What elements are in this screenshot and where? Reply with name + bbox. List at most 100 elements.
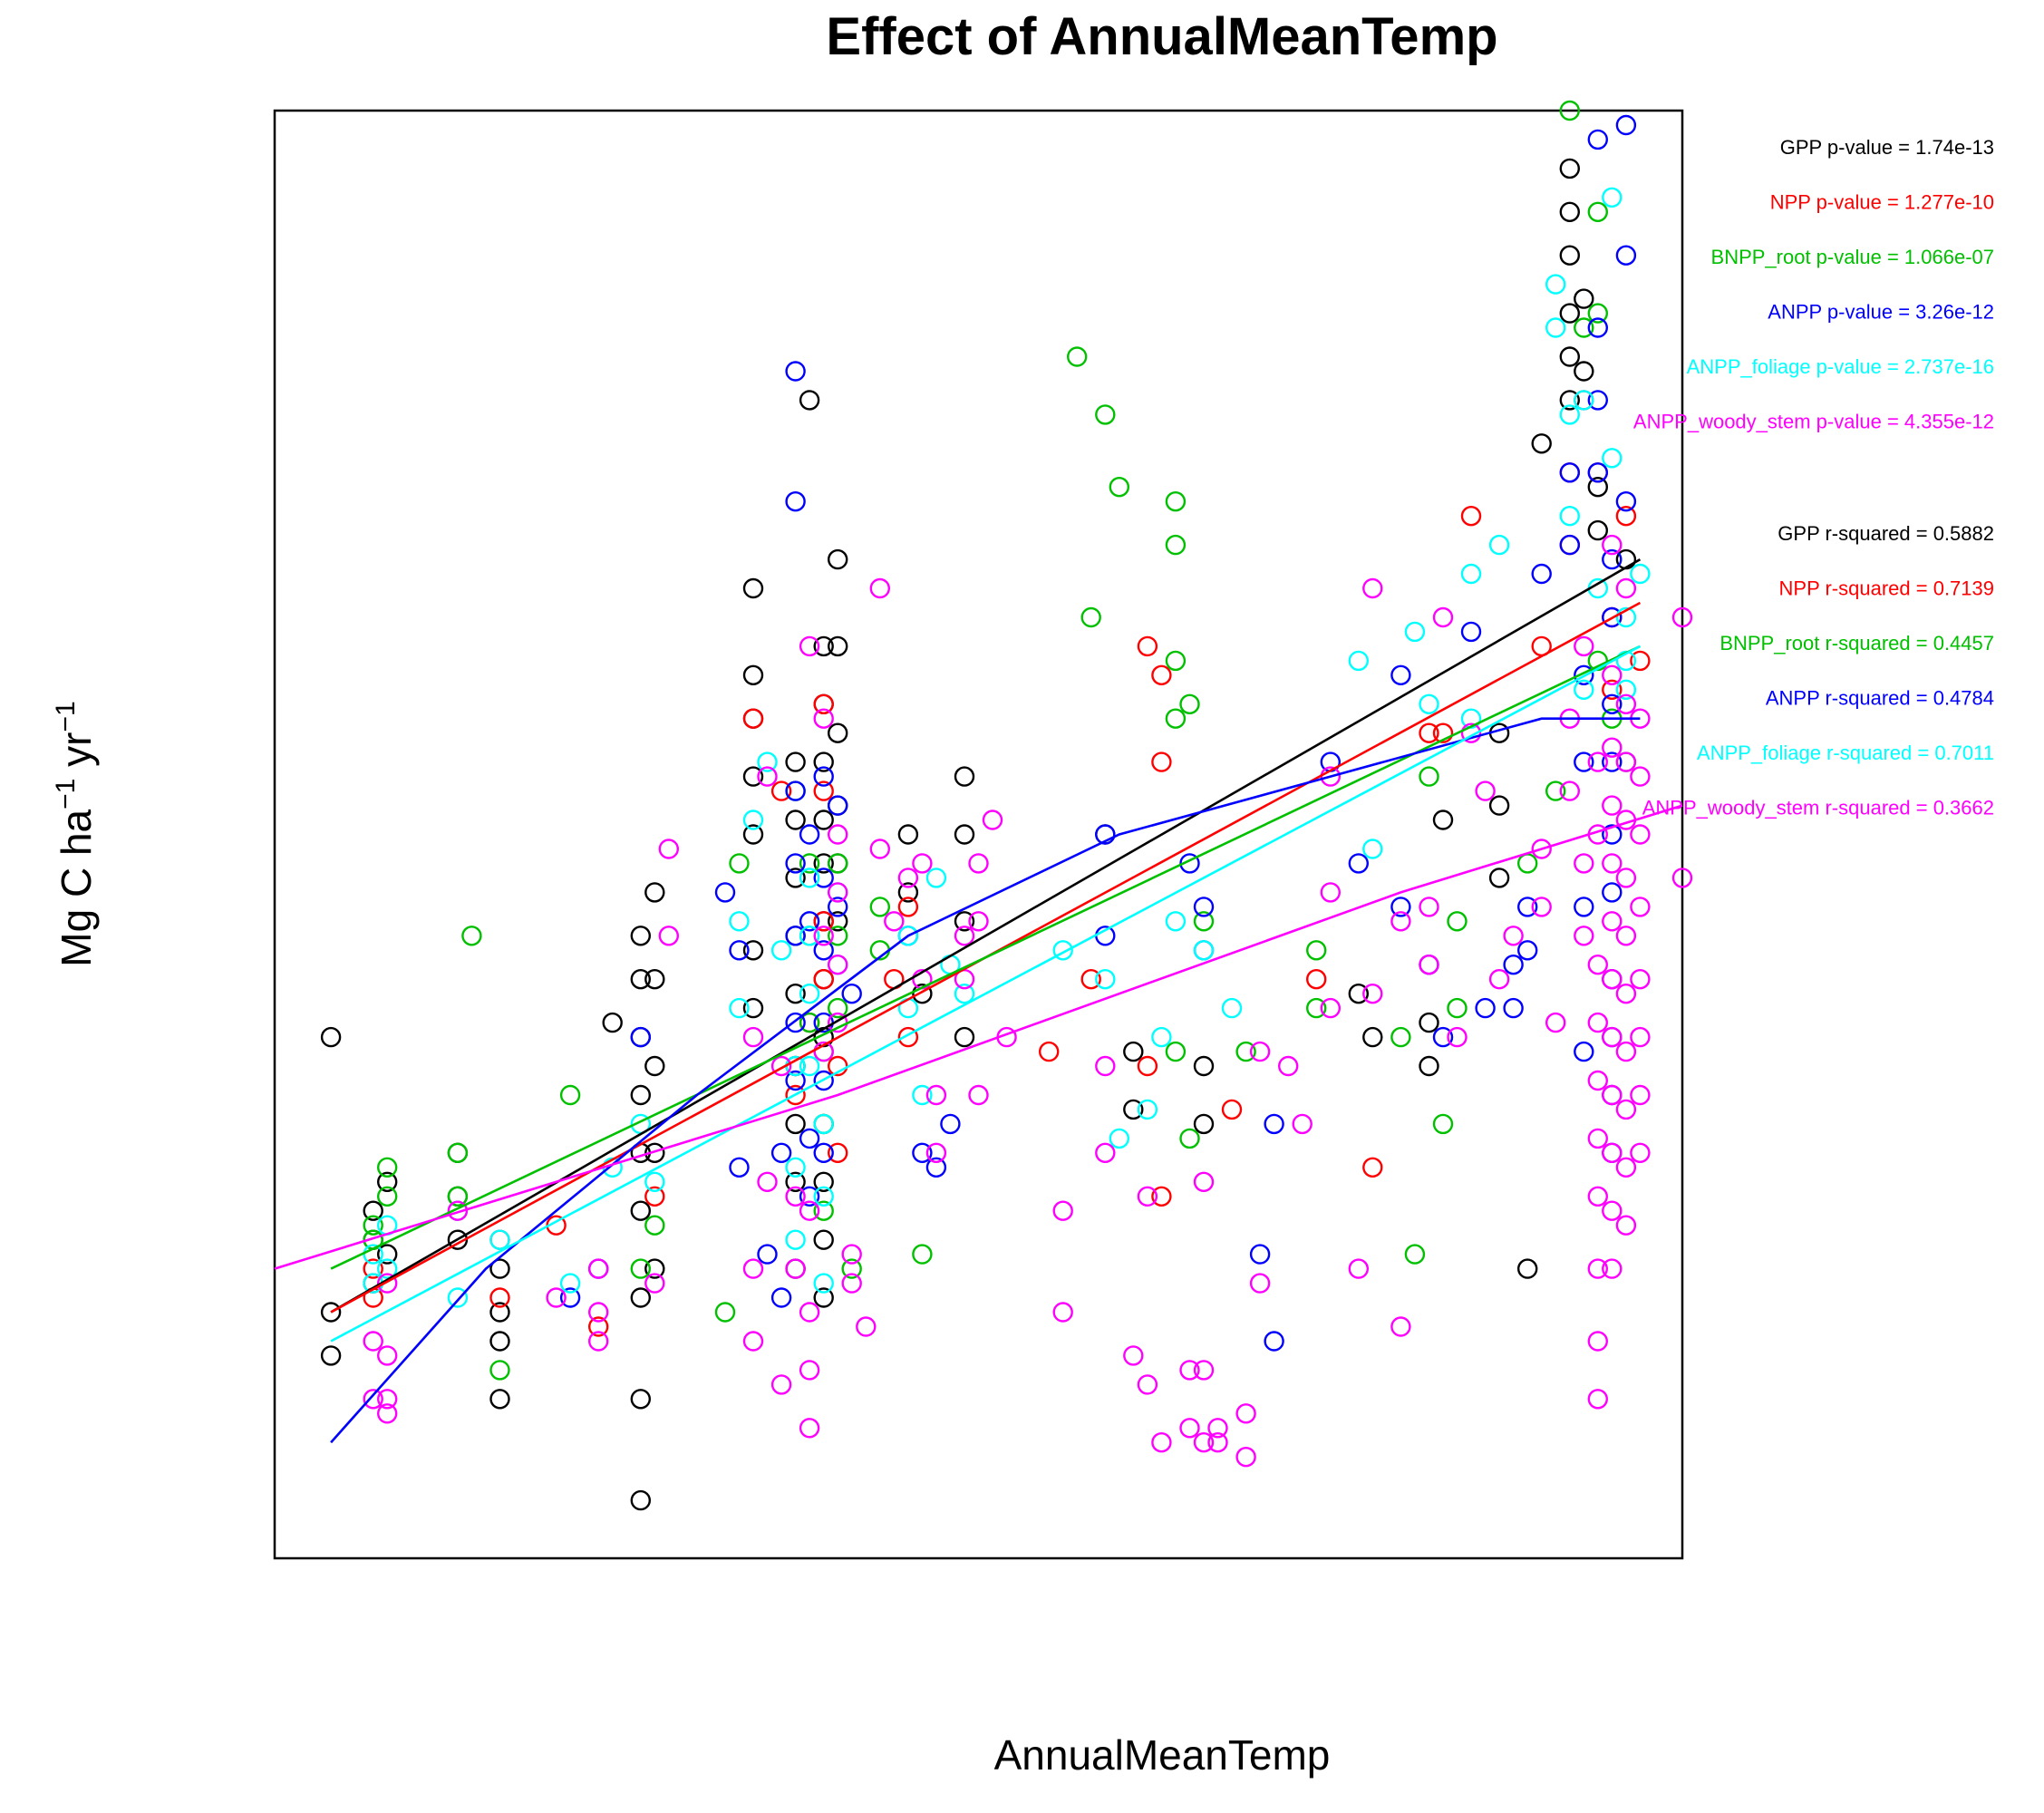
anpp-point [1615,245,1637,266]
anpp-woody-stem-point [1630,1084,1651,1106]
anpp-woody-stem-point [546,1287,567,1308]
anpp-woody-stem-point [982,810,1003,830]
gpp-point [1559,201,1581,223]
bnpp-root-point [1432,1113,1454,1135]
gpp-point [644,882,665,903]
gpp-point [828,722,848,743]
anpp-woody-stem-point [1602,1142,1623,1164]
anpp-woody-stem-point [1587,751,1609,772]
anpp-woody-stem-point [363,1331,383,1352]
npp-point [785,1084,806,1106]
anpp-woody-stem-point [912,853,933,874]
anpp-point [1193,897,1215,917]
gpp-point [785,751,806,772]
anpp-woody-stem-point [1137,1374,1158,1395]
p-value-annotation: NPP p-value = 1.277e-10 [1770,191,1994,214]
anpp-foliage-point [1193,940,1215,961]
anpp-foliage-point [729,997,750,1019]
anpp-point [729,1157,750,1178]
anpp-point [1574,897,1594,917]
anpp-woody-stem-point [1419,897,1439,917]
anpp-woody-stem-point [1320,997,1342,1019]
anpp-point [1390,897,1411,917]
anpp-woody-stem-point [1362,983,1383,1004]
gpp-point [1531,433,1552,454]
anpp-point [1264,1331,1284,1352]
anpp-woody-stem-point [1277,1055,1299,1077]
npp-point [1151,1186,1172,1207]
anpp-woody-stem-point [1615,983,1637,1004]
anpp-woody-stem-point [799,1200,820,1221]
r-squared-annotation: ANPP_woody_stem r-squared = 0.3662 [1642,797,1994,819]
anpp-woody-stem-point [1151,1431,1172,1453]
anpp-woody-stem-point [1390,911,1411,932]
bnpp-root-point [1587,201,1609,223]
anpp-foliage-point [1095,968,1116,990]
anpp-woody-stem-point [1602,737,1623,758]
anpp-woody-stem-point [742,1026,764,1048]
bnpp-root-point [799,1012,820,1033]
anpp-point [1602,606,1623,628]
bnpp-root-point [461,926,482,946]
gpp-point [813,1171,834,1193]
gpp-point [742,664,764,685]
gpp-point [644,968,665,990]
anpp-woody-stem-point [377,1403,398,1424]
anpp-woody-stem-point [1587,1012,1609,1033]
anpp-point [1559,534,1581,556]
gpp-point [630,968,651,990]
bnpp-root-point [377,1157,398,1178]
anpp-point [799,1128,820,1149]
anpp-foliage-point [1559,404,1581,425]
bnpp-root-point [489,1360,510,1381]
anpp-woody-stem-point [658,839,679,859]
anpp-woody-stem-point [884,911,905,932]
npp-point [813,911,834,932]
gpp-point [1419,1012,1439,1033]
gpp-point [602,1012,623,1033]
anpp-woody-stem-point [377,1273,398,1294]
bnpp-root-point [1080,606,1101,628]
anpp-woody-stem-point [377,1389,398,1410]
anpp-woody-stem-point [1574,926,1594,946]
anpp-woody-stem-point [644,1273,665,1294]
anpp-point [1264,1113,1284,1135]
gpp-point [742,824,764,845]
anpp-point [1503,954,1524,975]
anpp-woody-stem-point [1602,968,1623,990]
anpp-woody-stem-point [1193,1171,1215,1193]
anpp-woody-stem-point [1602,1258,1623,1279]
anpp-woody-stem-point [447,1200,469,1221]
bnpp-root-point [1165,708,1187,729]
gpp-point [799,390,820,411]
anpp-point [1516,940,1538,961]
anpp-woody-stem-point [757,766,778,787]
npp-point [1305,968,1327,990]
gpp-point [954,824,975,845]
gpp-point [828,911,848,932]
fit-lines-layer [274,557,1683,1444]
anpp-woody-stem-point [1137,1186,1158,1207]
anpp-woody-stem-point [1602,1084,1623,1106]
bnpp-root-point [1404,1244,1426,1265]
gpp-point [742,577,764,599]
anpp-point [813,1070,834,1091]
anpp-woody-stem-point [841,1273,862,1294]
anpp-woody-stem-point [1559,780,1581,801]
plot-frame [273,109,1684,1560]
anpp-woody-stem-point [1630,1026,1651,1048]
anpp-woody-stem-point [1348,1258,1370,1279]
bnpp-root-point [912,1244,933,1265]
anpp-woody-stem-point [1630,968,1651,990]
npp-point [363,1258,383,1279]
anpp-woody-stem-point [1503,926,1524,946]
gpp-point [489,1389,510,1410]
gpp-point [1193,1113,1215,1135]
anpp-foliage-point [1615,606,1637,628]
anpp-woody-stem-point [588,1258,609,1279]
anpp-woody-stem-point [1602,853,1623,874]
anpp-point [785,1012,806,1033]
r-squared-annotation: ANPP r-squared = 0.4784 [1766,687,1994,710]
anpp-point [828,897,848,917]
anpp-point [912,1142,933,1164]
